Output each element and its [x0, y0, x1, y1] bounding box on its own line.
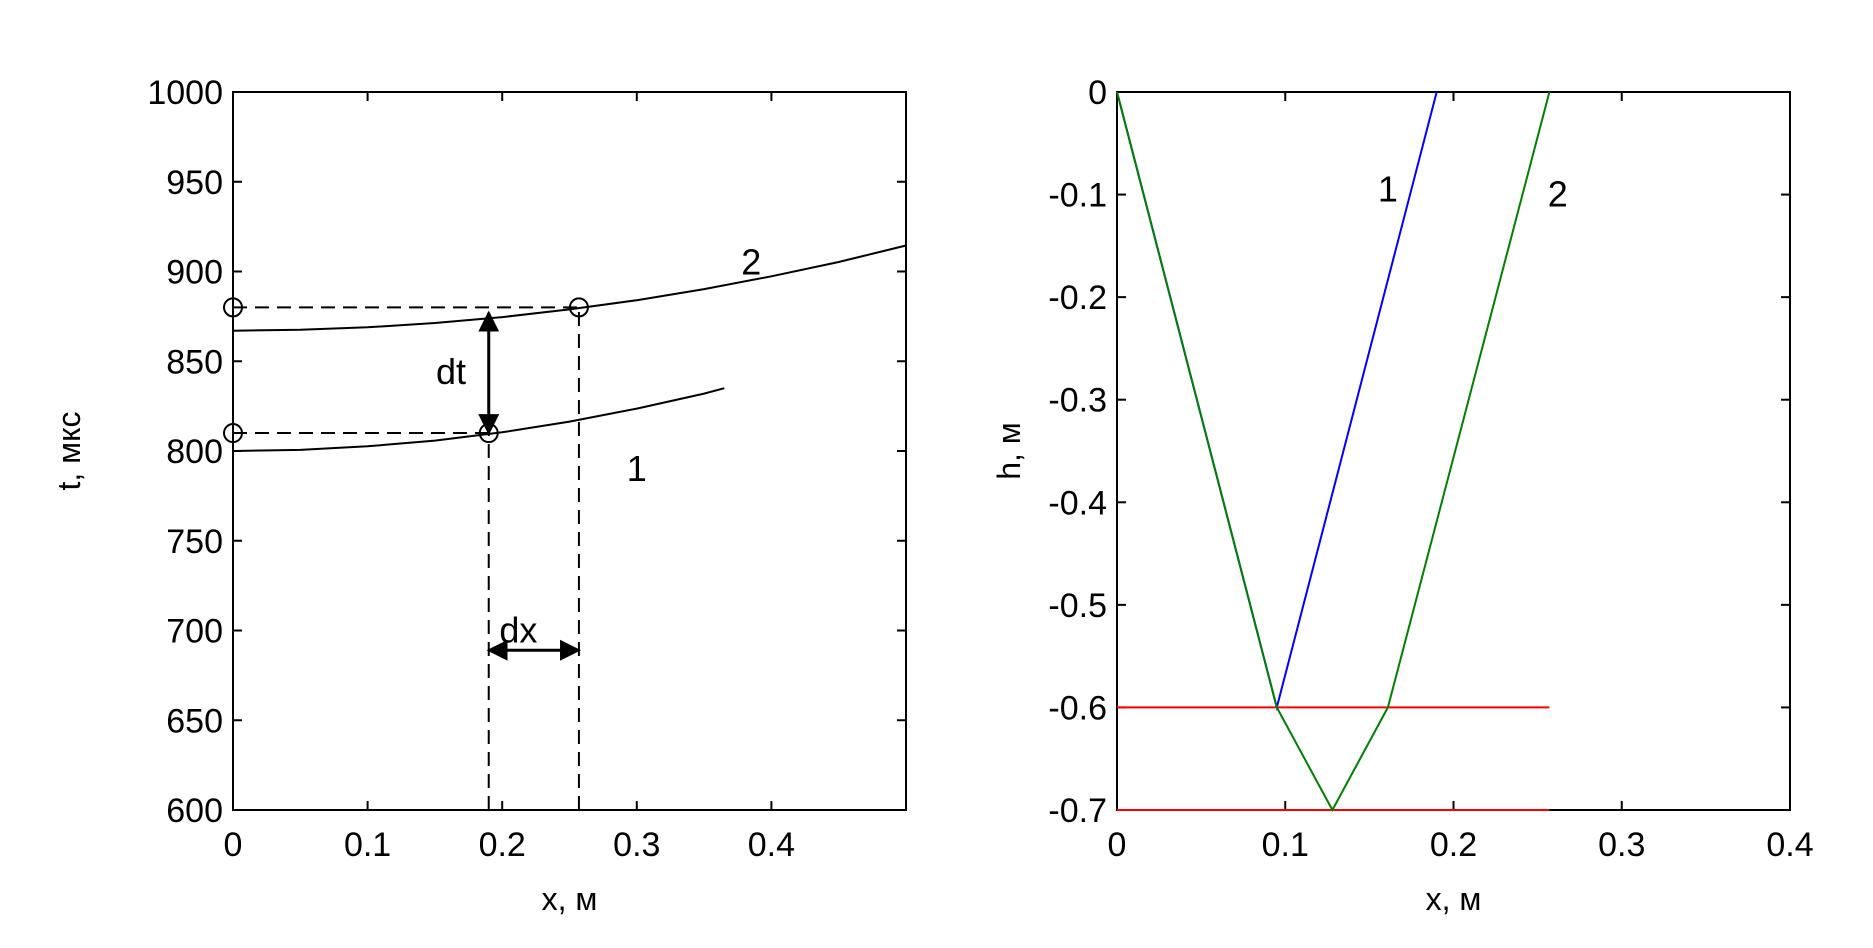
series-line-2 — [1116, 91, 1551, 813]
x-tick-label: 0.2 — [479, 826, 526, 864]
circle-marker — [223, 423, 243, 444]
y-tick-label: 700 — [166, 613, 223, 651]
y-tick-label: 950 — [166, 164, 223, 202]
y-axis-label: h, м — [991, 422, 1027, 480]
x-tick-label: 0.2 — [1430, 826, 1477, 864]
curve-label-2: 2 — [1548, 174, 1568, 215]
y-tick-label: -0.4 — [1048, 484, 1107, 522]
y-tick-label: -0.7 — [1048, 792, 1107, 830]
y-tick-label: 650 — [166, 702, 223, 740]
y-tick-label: -0.5 — [1048, 587, 1107, 625]
y-tick-label: 900 — [166, 254, 223, 292]
left-chart-t-vs-x: 0 0.1 0.2 0.3 0.4 600 650 700 750 800 850 900 950 100… — [51, 74, 907, 917]
annotation-dt: dt — [436, 351, 466, 392]
x-tick-label: 0.1 — [1262, 826, 1309, 864]
y-tick-label: 850 — [166, 343, 223, 381]
y-tick-label: 800 — [166, 433, 223, 471]
y-tick-label: -0.3 — [1048, 382, 1107, 420]
series-line-1 — [232, 387, 725, 452]
curve-label-1: 1 — [1378, 168, 1398, 209]
y-tick-label: 750 — [166, 523, 223, 561]
circle-marker — [223, 297, 243, 318]
curve-label-2: 2 — [741, 242, 761, 283]
y-tick-label: -0.2 — [1048, 279, 1107, 317]
x-tick-label: 0 — [1108, 826, 1127, 864]
y-axis-label: t, мкс — [51, 411, 87, 490]
y-tick-label: 600 — [166, 792, 223, 830]
x-tick-label: 0.4 — [748, 826, 795, 864]
circle-marker — [568, 297, 589, 318]
y-tick-label: 1000 — [147, 74, 223, 112]
annotation-dx: dx — [499, 610, 537, 651]
x-tick-label: 0.1 — [344, 826, 391, 864]
x-tick-label: 0.3 — [1598, 826, 1645, 864]
y-tick-label: -0.1 — [1048, 177, 1107, 215]
curve-label-1: 1 — [627, 448, 647, 489]
x-tick-label: 0.3 — [613, 826, 660, 864]
right-chart-h-vs-x: 0 0.1 0.2 0.3 0.4 -0.7 -0.6 -0.5 -0.4 -0.3 -0.2 -0.… — [991, 74, 1814, 917]
x-tick-label: 0.4 — [1766, 826, 1813, 864]
x-axis-label: x, м — [542, 881, 598, 917]
y-tick-label: -0.6 — [1048, 689, 1107, 727]
y-tick-label: 0 — [1088, 74, 1107, 112]
x-tick-label: 0 — [224, 826, 243, 864]
plot-frame — [1116, 91, 1791, 811]
x-axis-label: x, м — [1426, 881, 1482, 917]
plot-frame — [232, 91, 907, 811]
series-line-2 — [232, 244, 907, 332]
